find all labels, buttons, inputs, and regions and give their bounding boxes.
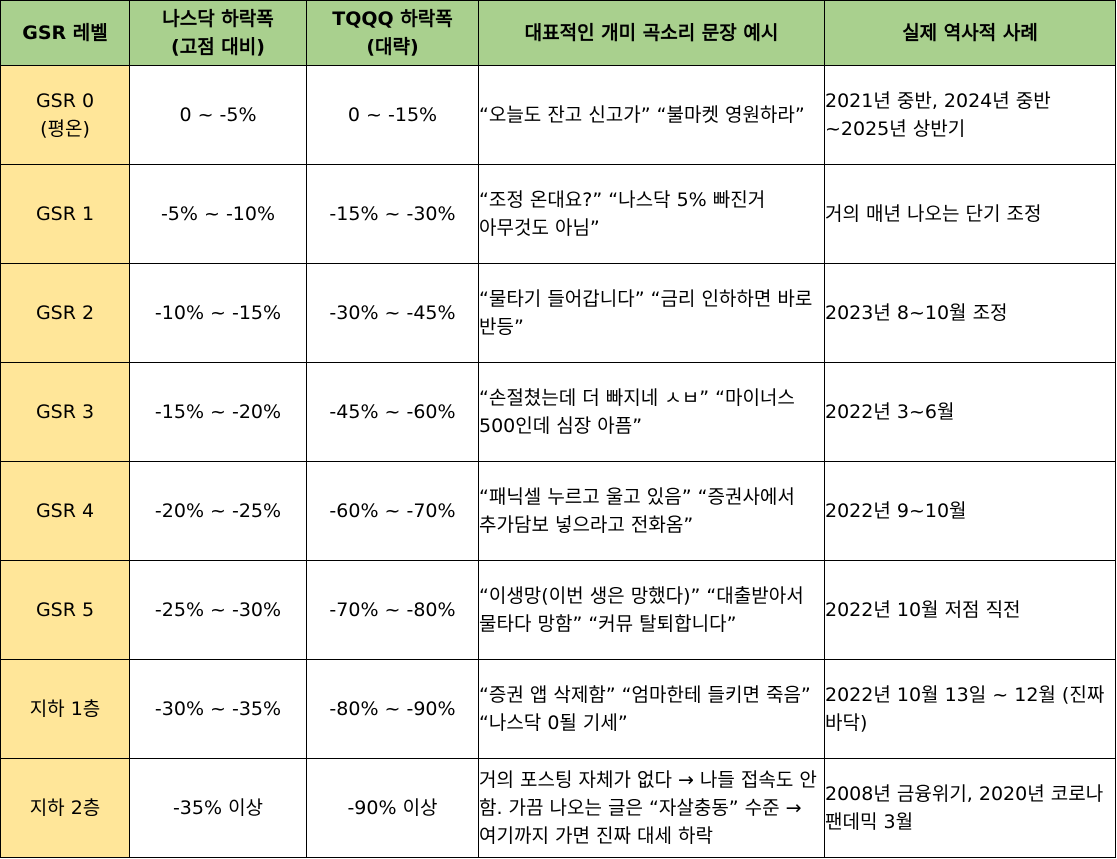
header-tqqq-drop: TQQQ 하락폭 (대략) (306, 0, 479, 66)
header-row: GSR 레벨 나스닥 하락폭 (고점 대비) TQQQ 하락폭 (대략) 대표적… (0, 0, 1116, 66)
table-row: GSR 4 -20% ~ -25% -60% ~ -70% “패닉셀 누르고 울… (0, 461, 1116, 561)
quote-cell: “조정 온대요?” “나스닥 5% 빠진거 아무것도 아님” (478, 164, 825, 264)
history-cell: 2022년 3~6월 (824, 362, 1116, 462)
quote-cell: “손절쳤는데 더 빠지네 ㅅㅂ” “마이너스 500인데 심장 아픔” (478, 362, 825, 462)
level-cell: GSR 5 (0, 560, 130, 660)
history-cell: 2023년 8~10월 조정 (824, 263, 1116, 363)
level-cell: GSR 0 (평온) (0, 65, 130, 165)
level-cell: GSR 2 (0, 263, 130, 363)
quote-cell: “물타기 들어갑니다” “금리 인하하면 바로 반등” (478, 263, 825, 363)
quote-cell: “이생망(이번 생은 망했다)” “대출받아서 물타다 망함” “커뮤 탈퇴합니… (478, 560, 825, 660)
header-nasdaq-drop: 나스닥 하락폭 (고점 대비) (129, 0, 307, 66)
nasdaq-cell: -25% ~ -30% (129, 560, 307, 660)
header-level: GSR 레벨 (0, 0, 130, 66)
nasdaq-cell: -20% ~ -25% (129, 461, 307, 561)
tqqq-cell: -80% ~ -90% (306, 659, 479, 759)
table-row: GSR 1 -5% ~ -10% -15% ~ -30% “조정 온대요?” “… (0, 164, 1116, 264)
table-row: GSR 3 -15% ~ -20% -45% ~ -60% “손절쳤는데 더 빠… (0, 362, 1116, 462)
tqqq-cell: -90% 이상 (306, 758, 479, 858)
nasdaq-cell: -10% ~ -15% (129, 263, 307, 363)
history-cell: 2022년 9~10월 (824, 461, 1116, 561)
nasdaq-cell: -5% ~ -10% (129, 164, 307, 264)
table-row: GSR 5 -25% ~ -30% -70% ~ -80% “이생망(이번 생은… (0, 560, 1116, 660)
tqqq-cell: -70% ~ -80% (306, 560, 479, 660)
level-cell: GSR 3 (0, 362, 130, 462)
history-cell: 2022년 10월 13일 ~ 12월 (진짜 바닥) (824, 659, 1116, 759)
table-row: 지하 1층 -30% ~ -35% -80% ~ -90% “증권 앱 삭제함”… (0, 659, 1116, 759)
history-cell: 2008년 금융위기, 2020년 코로나 팬데믹 3월 (824, 758, 1116, 858)
quote-cell: “증권 앱 삭제함” “엄마한테 들키면 죽음” “나스닥 0될 기세” (478, 659, 825, 759)
tqqq-cell: -15% ~ -30% (306, 164, 479, 264)
history-cell: 거의 매년 나오는 단기 조정 (824, 164, 1116, 264)
level-cell: GSR 4 (0, 461, 130, 561)
history-cell: 2022년 10월 저점 직전 (824, 560, 1116, 660)
quote-cell: “패닉셀 누르고 울고 있음” “증권사에서 추가담보 넣으라고 전화옴” (478, 461, 825, 561)
quote-cell: “오늘도 잔고 신고가” “불마켓 영원하라” (478, 65, 825, 165)
header-history: 실제 역사적 사례 (824, 0, 1116, 66)
history-cell: 2021년 중반, 2024년 중반 ~2025년 상반기 (824, 65, 1116, 165)
tqqq-cell: -30% ~ -45% (306, 263, 479, 363)
tqqq-cell: -60% ~ -70% (306, 461, 479, 561)
table-row: GSR 2 -10% ~ -15% -30% ~ -45% “물타기 들어갑니다… (0, 263, 1116, 363)
nasdaq-cell: -35% 이상 (129, 758, 307, 858)
nasdaq-cell: 0 ~ -5% (129, 65, 307, 165)
level-cell: 지하 2층 (0, 758, 130, 858)
level-cell: 지하 1층 (0, 659, 130, 759)
tqqq-cell: -45% ~ -60% (306, 362, 479, 462)
table-row: GSR 0 (평온) 0 ~ -5% 0 ~ -15% “오늘도 잔고 신고가”… (0, 65, 1116, 165)
header-quote: 대표적인 개미 곡소리 문장 예시 (478, 0, 825, 66)
table-row: 지하 2층 -35% 이상 -90% 이상 거의 포스팅 자체가 없다 → 나들… (0, 758, 1116, 858)
level-cell: GSR 1 (0, 164, 130, 264)
nasdaq-cell: -30% ~ -35% (129, 659, 307, 759)
nasdaq-cell: -15% ~ -20% (129, 362, 307, 462)
quote-cell: 거의 포스팅 자체가 없다 → 나들 접속도 안 함. 가끔 나오는 글은 “자… (478, 758, 825, 858)
tqqq-cell: 0 ~ -15% (306, 65, 479, 165)
